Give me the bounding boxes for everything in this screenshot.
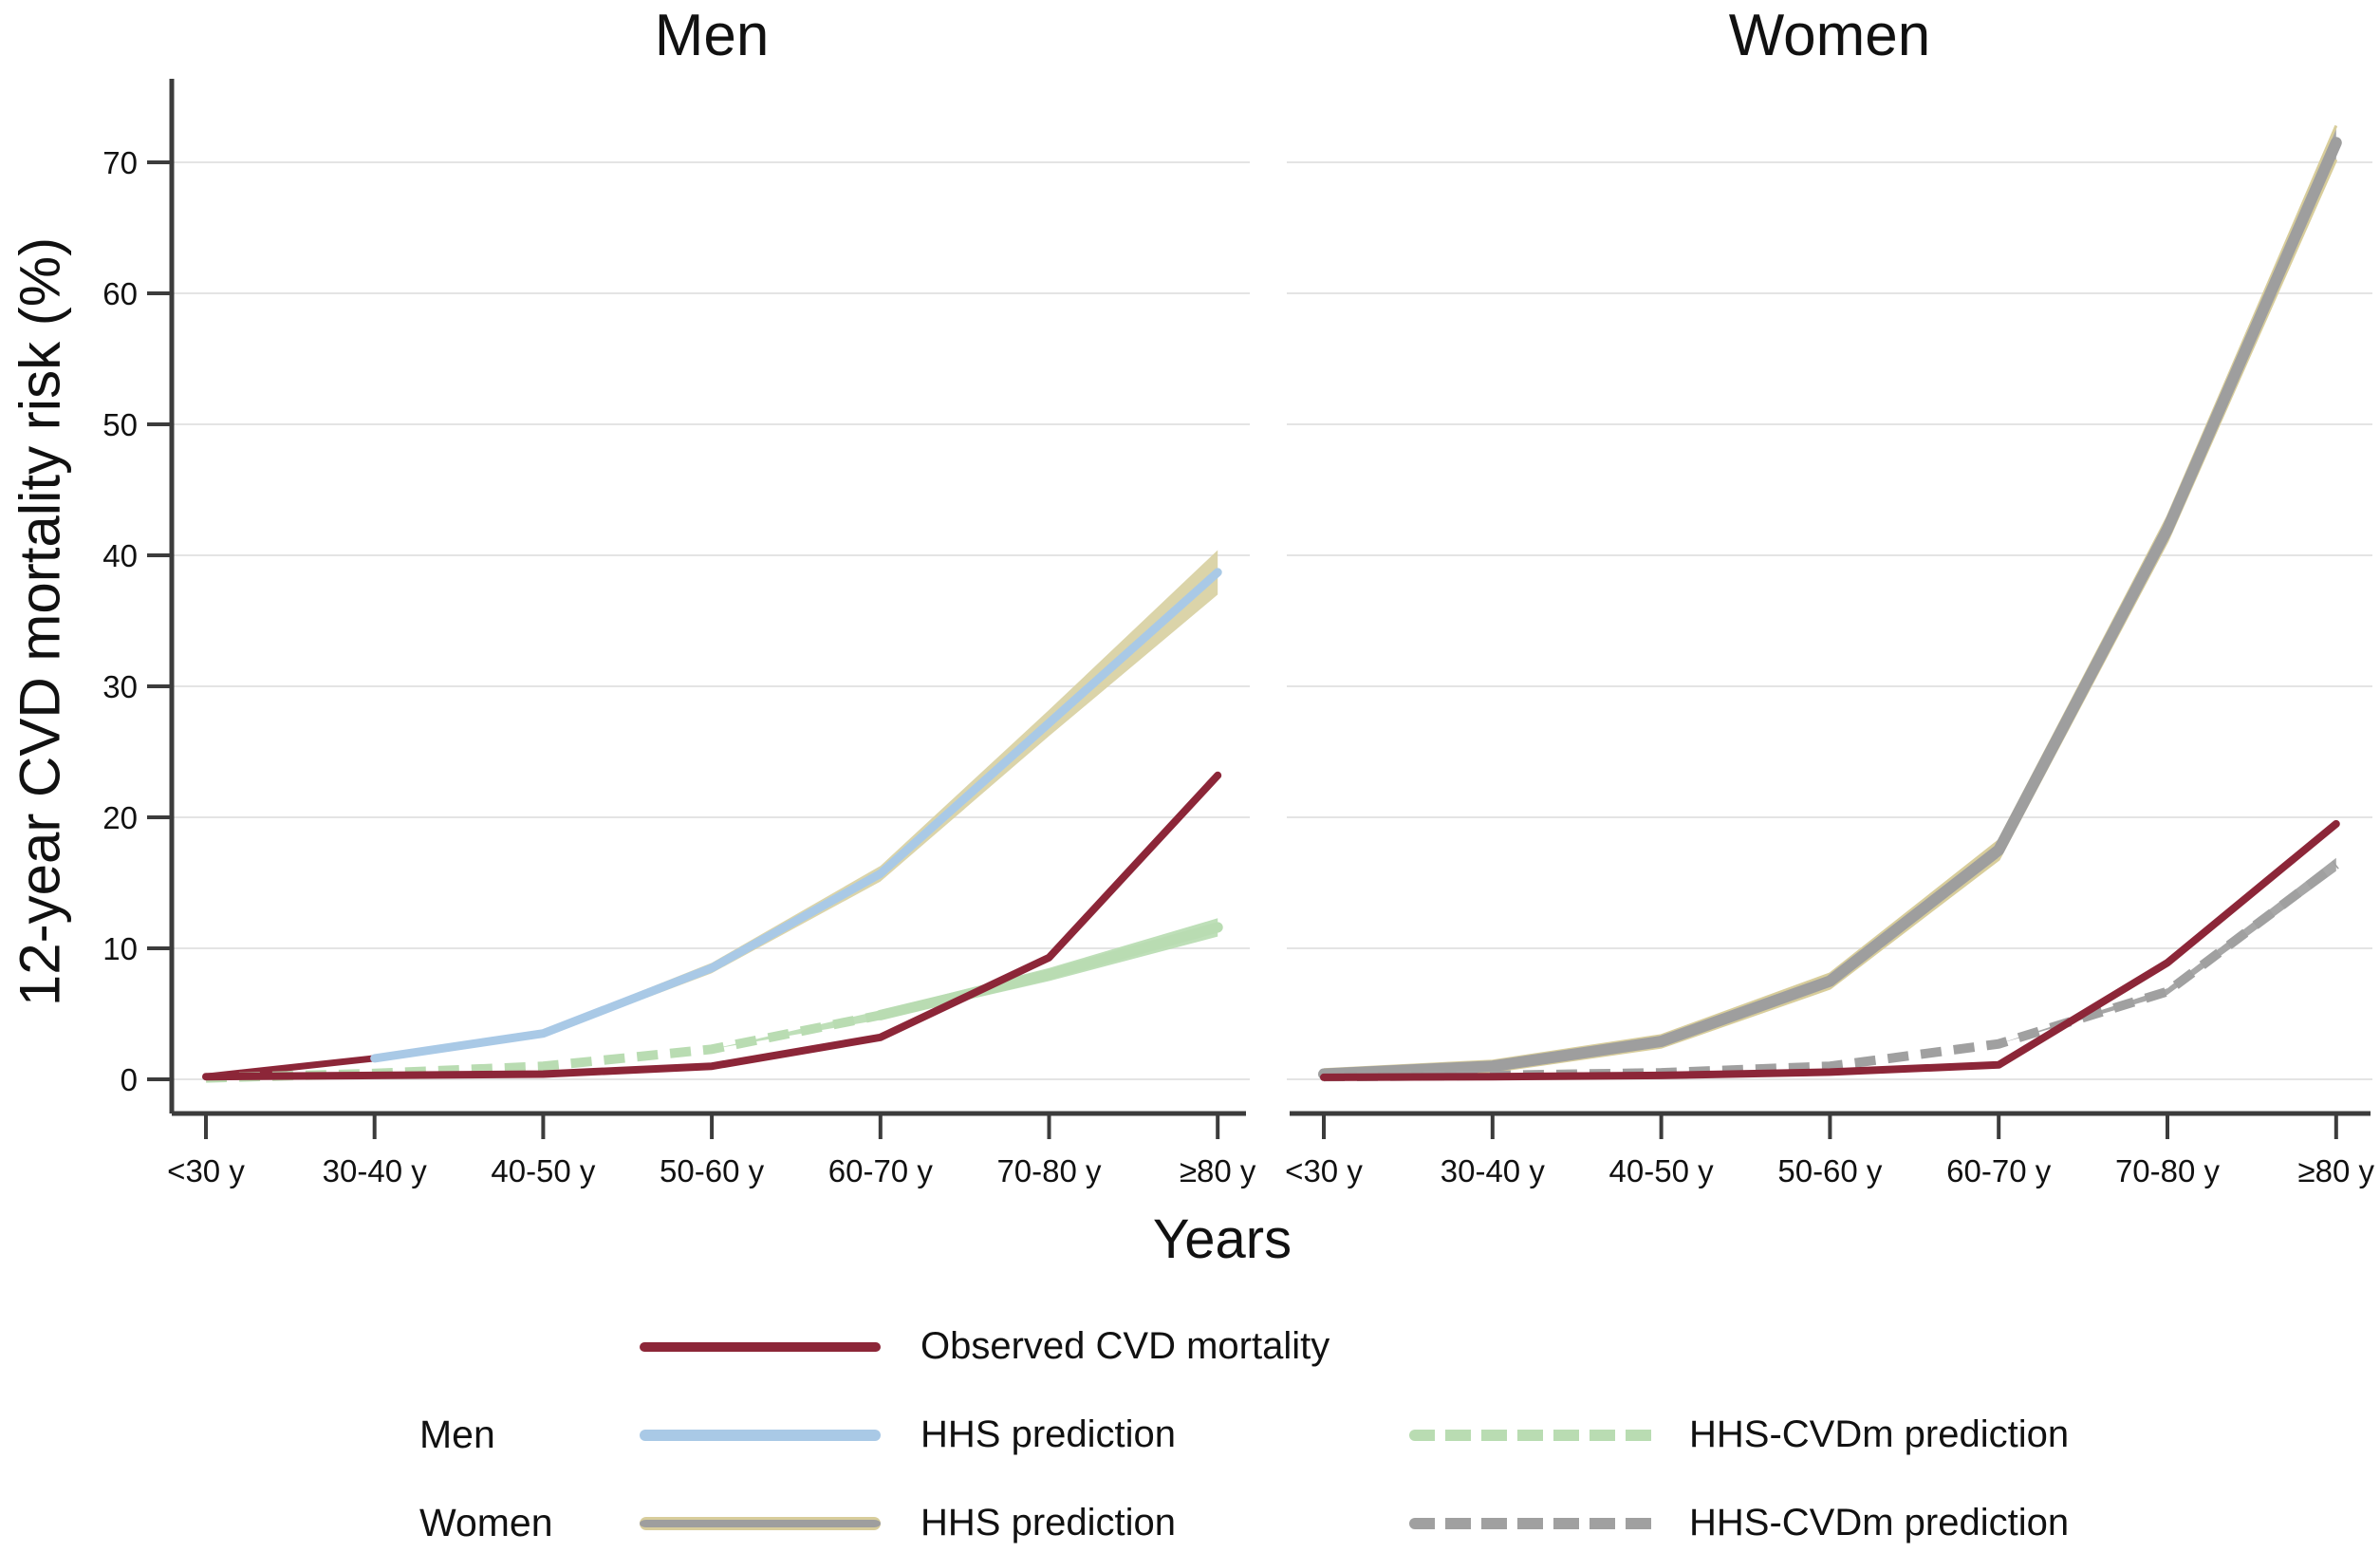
y-tick-label: 70 <box>102 145 138 180</box>
y-tick-label: 50 <box>102 407 138 442</box>
y-tick-label: 20 <box>102 800 138 835</box>
x-tick-label: ≥80 y <box>2298 1153 2375 1188</box>
legend-swatch-hhs-men <box>640 1429 881 1441</box>
legend-label-cvdm-women: HHS-CVDm prediction <box>1689 1502 2070 1544</box>
legend-row-women: Women HHS prediction HHS-CVDm prediction <box>419 1479 2069 1553</box>
legend-label-observed: Observed CVD mortality <box>920 1325 1330 1367</box>
x-tick-label: 70-80 y <box>996 1153 1102 1188</box>
x-tick-label: <30 y <box>167 1153 245 1188</box>
x-tick-label: 60-70 y <box>1946 1153 2052 1188</box>
ci-band-hhs-women <box>1324 125 2336 1079</box>
y-tick-label: 60 <box>102 276 138 311</box>
x-tick-label: 50-60 y <box>660 1153 765 1188</box>
legend-row-men: Men HHS prediction HHS-CVDm prediction <box>419 1391 2069 1479</box>
x-tick-label: <30 y <box>1285 1153 1363 1188</box>
legend-row-observed: Observed CVD mortality <box>419 1302 2069 1391</box>
x-tick-label: 40-50 y <box>1609 1153 1715 1188</box>
x-tick-label: 70-80 y <box>2115 1153 2221 1188</box>
legend-group-label-men: Men <box>419 1413 495 1456</box>
legend-swatch-cvdm-men <box>1409 1429 1656 1441</box>
ci-band-hhs-cvdm-women <box>1999 857 2336 1044</box>
x-tick-label: ≥80 y <box>1180 1153 1256 1188</box>
legend-label-cvdm-men: HHS-CVDm prediction <box>1689 1413 2070 1455</box>
series-line-solid-hhs-cvdm-men <box>875 922 1223 1020</box>
y-tick-label: 10 <box>102 931 138 966</box>
x-tick-label: 30-40 y <box>1441 1153 1546 1188</box>
legend-group-label-women: Women <box>419 1501 553 1544</box>
y-tick-label: 40 <box>102 538 138 573</box>
x-tick-label: 40-50 y <box>491 1153 596 1188</box>
legend: Observed CVD mortality Men HHS predictio… <box>419 1302 2069 1553</box>
legend-swatch-hhs-women <box>640 1516 881 1530</box>
x-tick-label: 60-70 y <box>828 1153 934 1188</box>
y-axis-title: 12-year CVD mortality risk (%) <box>8 236 72 1007</box>
legend-label-hhs-men: HHS prediction <box>920 1413 1177 1455</box>
series-line-hhs-women <box>1318 137 2342 1080</box>
y-tick-label: 0 <box>121 1062 138 1097</box>
x-tick-label: 30-40 y <box>323 1153 428 1188</box>
x-tick-label: 50-60 y <box>1777 1153 1883 1188</box>
series-line-observed <box>1320 819 2340 1081</box>
y-tick-label: 30 <box>102 669 138 704</box>
series-line-observed <box>202 771 1222 1081</box>
panel-title-women: Women <box>1728 3 1931 68</box>
ci-band-hhs-men <box>374 550 1218 1058</box>
series-line-hhs-men <box>370 568 1222 1063</box>
ci-band-casing-upper <box>1323 124 2338 1072</box>
x-axis-title: Years <box>1152 1208 1292 1270</box>
series-line-dashed-hhs-cvdm-women <box>1323 860 2339 1082</box>
panel-title-men: Men <box>654 3 770 68</box>
legend-swatch-cvdm-women <box>1409 1517 1656 1529</box>
legend-label-hhs-women: HHS prediction <box>920 1502 1177 1544</box>
ci-band-casing-lower <box>1323 159 2338 1080</box>
legend-swatch-observed <box>640 1341 881 1352</box>
